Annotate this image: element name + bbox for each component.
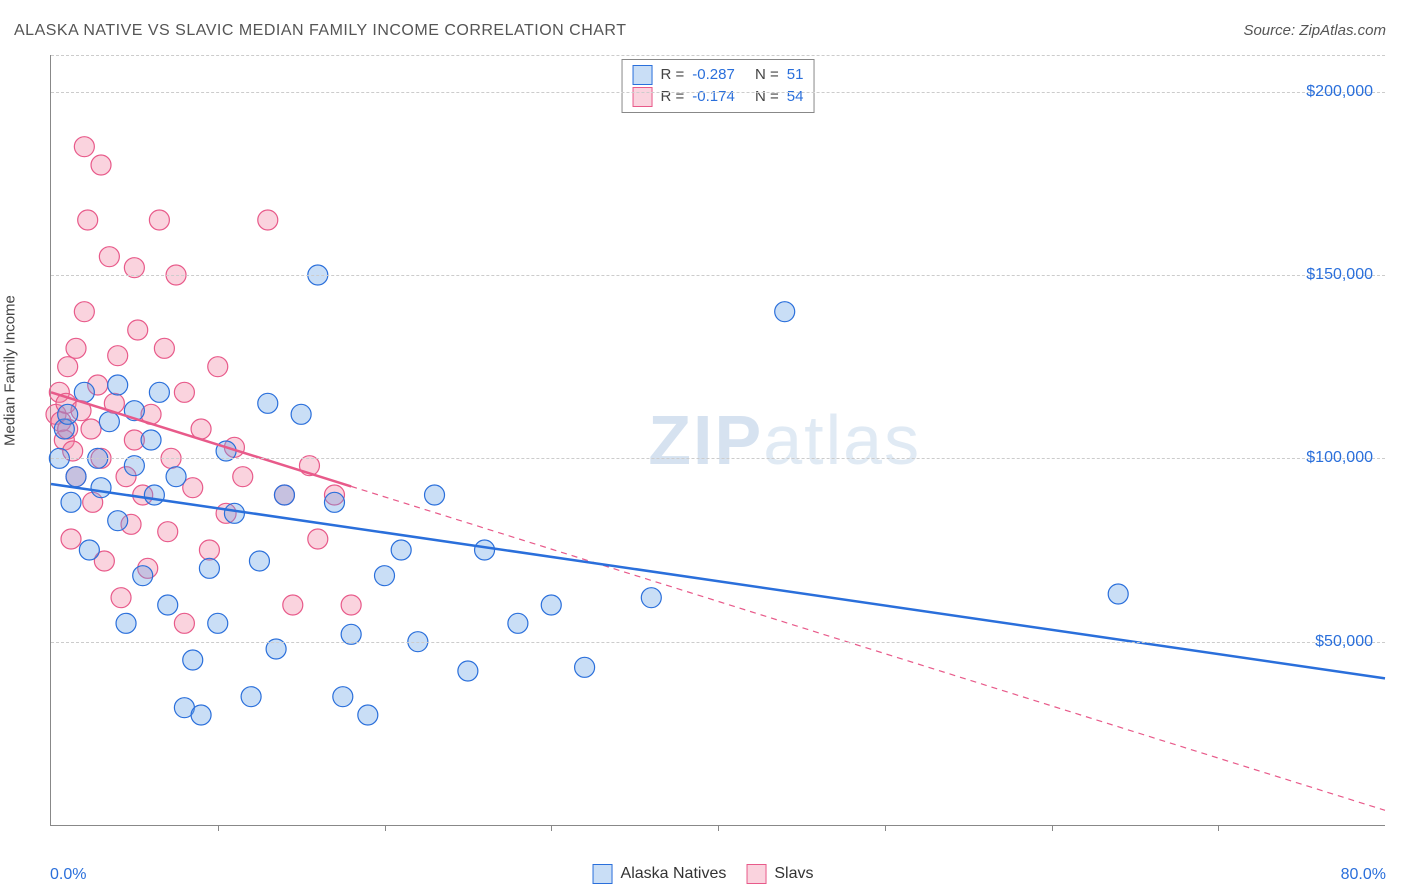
scatter-point <box>199 540 219 560</box>
scatter-point <box>154 338 174 358</box>
gridline <box>51 55 1385 56</box>
source-attribution: Source: ZipAtlas.com <box>1243 22 1386 39</box>
scatter-point <box>391 540 411 560</box>
scatter-point <box>224 503 244 523</box>
scatter-point <box>174 382 194 402</box>
legend-label-blue: Alaska Natives <box>621 865 727 883</box>
scatter-point <box>324 492 344 512</box>
plot-area: ZIPatlas R = -0.287 N = 51 R = -0.174 N … <box>50 55 1385 826</box>
scatter-point <box>111 588 131 608</box>
y-tick-label: $50,000 <box>1315 633 1373 651</box>
scatter-point <box>575 657 595 677</box>
gridline <box>51 275 1385 276</box>
x-tick <box>551 825 552 831</box>
scatter-point <box>58 404 78 424</box>
scatter-point <box>308 529 328 549</box>
scatter-point <box>341 595 361 615</box>
x-tick <box>385 825 386 831</box>
scatter-point <box>78 210 98 230</box>
scatter-point <box>208 357 228 377</box>
scatter-point <box>128 320 148 340</box>
scatter-point <box>149 210 169 230</box>
scatter-point <box>133 566 153 586</box>
scatter-point <box>333 687 353 707</box>
scatter-point <box>274 485 294 505</box>
scatter-point <box>99 412 119 432</box>
scatter-point <box>61 492 81 512</box>
scatter-point <box>358 705 378 725</box>
scatter-point <box>66 467 86 487</box>
scatter-point <box>291 404 311 424</box>
scatter-point <box>249 551 269 571</box>
x-axis-start: 0.0% <box>50 866 86 884</box>
scatter-point <box>144 485 164 505</box>
scatter-point <box>74 137 94 157</box>
scatter-point <box>258 210 278 230</box>
gridline <box>51 642 1385 643</box>
trend-line <box>51 484 1385 678</box>
scatter-point <box>508 613 528 633</box>
scatter-point <box>475 540 495 560</box>
scatter-point <box>79 540 99 560</box>
scatter-point <box>191 705 211 725</box>
scatter-point <box>81 419 101 439</box>
scatter-point <box>108 375 128 395</box>
scatter-point <box>174 613 194 633</box>
scatter-point <box>61 529 81 549</box>
y-tick-label: $100,000 <box>1306 449 1373 467</box>
scatter-point <box>258 393 278 413</box>
legend-label-pink: Slavs <box>774 865 813 883</box>
gridline <box>51 92 1385 93</box>
y-tick-label: $200,000 <box>1306 83 1373 101</box>
scatter-point <box>158 595 178 615</box>
scatter-point <box>283 595 303 615</box>
series-legend: Alaska Natives Slavs <box>593 864 814 884</box>
x-tick <box>718 825 719 831</box>
scatter-point <box>91 478 111 498</box>
scatter-point <box>183 650 203 670</box>
scatter-point <box>199 558 219 578</box>
scatter-point <box>241 687 261 707</box>
scatter-point <box>208 613 228 633</box>
legend-item-blue: Alaska Natives <box>593 864 727 884</box>
x-tick <box>218 825 219 831</box>
trend-line-dashed <box>351 486 1385 810</box>
scatter-point <box>425 485 445 505</box>
chart-svg <box>51 55 1385 825</box>
scatter-point <box>375 566 395 586</box>
gridline <box>51 458 1385 459</box>
scatter-point <box>233 467 253 487</box>
scatter-point <box>66 338 86 358</box>
scatter-point <box>99 247 119 267</box>
scatter-point <box>58 357 78 377</box>
scatter-point <box>641 588 661 608</box>
swatch-blue <box>593 864 613 884</box>
x-tick <box>1052 825 1053 831</box>
scatter-point <box>775 302 795 322</box>
scatter-point <box>108 346 128 366</box>
swatch-pink <box>746 864 766 884</box>
scatter-point <box>1108 584 1128 604</box>
scatter-point <box>74 302 94 322</box>
scatter-point <box>458 661 478 681</box>
scatter-point <box>158 522 178 542</box>
scatter-point <box>166 467 186 487</box>
scatter-point <box>541 595 561 615</box>
chart-title: ALASKA NATIVE VS SLAVIC MEDIAN FAMILY IN… <box>14 22 626 40</box>
x-axis-end: 80.0% <box>1341 866 1386 884</box>
y-axis-label: Median Family Income <box>2 295 19 446</box>
scatter-point <box>108 511 128 531</box>
legend-item-pink: Slavs <box>746 864 813 884</box>
scatter-point <box>91 155 111 175</box>
scatter-point <box>141 430 161 450</box>
x-tick <box>1218 825 1219 831</box>
scatter-point <box>149 382 169 402</box>
scatter-point <box>116 613 136 633</box>
y-tick-label: $150,000 <box>1306 266 1373 284</box>
x-tick <box>885 825 886 831</box>
